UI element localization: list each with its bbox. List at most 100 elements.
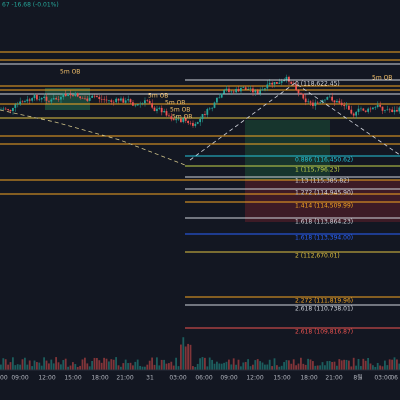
candle (278, 82, 281, 84)
volume-bar (312, 361, 314, 370)
short-zone (245, 180, 400, 222)
candle (69, 94, 72, 96)
time-label: 00 (0, 375, 8, 382)
volume-bar (232, 358, 235, 370)
volume-bar (36, 362, 38, 370)
fib-label: 2.618 (109,816.87) (295, 329, 353, 336)
time-label: 12:00 (246, 375, 263, 382)
candle (396, 110, 398, 112)
volume-bar (355, 365, 357, 370)
candle (213, 102, 216, 108)
volume-bar (100, 362, 103, 370)
volume-bar (288, 360, 290, 370)
volume-bar (319, 365, 321, 370)
candle (43, 96, 45, 98)
candle (235, 88, 237, 93)
volume-bar (201, 357, 204, 370)
volume-bar (160, 359, 163, 370)
candle (153, 107, 156, 112)
candle (76, 93, 79, 97)
candle (108, 100, 110, 101)
volume-bar (43, 357, 45, 370)
candle (268, 82, 271, 85)
candle (165, 111, 168, 116)
candle (302, 93, 305, 99)
volume-bar (256, 359, 259, 370)
candle (379, 105, 381, 107)
volume-bar (362, 358, 365, 370)
candle (158, 107, 161, 109)
candle (103, 99, 105, 100)
candle (232, 91, 235, 93)
candle (129, 99, 132, 103)
time-label: 18:00 (91, 375, 108, 382)
volume-bar (96, 358, 98, 370)
candle (388, 109, 391, 111)
fib-label: 2 (112,670.01) (295, 253, 340, 260)
candle (201, 113, 204, 119)
volume-bar (285, 360, 288, 370)
volume-bar (184, 346, 187, 370)
candle (204, 113, 206, 115)
volume-bar (108, 361, 110, 370)
candle (288, 76, 290, 82)
candle (110, 100, 113, 102)
volume-bar (86, 363, 89, 370)
candle (79, 96, 81, 99)
volume-bar (88, 366, 91, 370)
candle (336, 100, 338, 103)
volume-bar (290, 363, 293, 370)
volume-bar (240, 366, 242, 370)
volume-bar (170, 361, 173, 370)
volume-bar (333, 361, 336, 370)
volume-bar (194, 366, 197, 370)
candle (283, 79, 285, 82)
candle (208, 108, 211, 110)
ob-label: 5m OB (60, 69, 80, 76)
volume-bar (132, 365, 134, 370)
volume-bar (16, 364, 19, 370)
candle (105, 99, 108, 101)
candle (319, 102, 321, 103)
trend-dash (0, 109, 186, 166)
candle (136, 104, 139, 106)
candle (266, 84, 269, 89)
volume-bar (220, 363, 223, 370)
candle (4, 108, 7, 110)
candle (244, 87, 247, 90)
candle (12, 107, 14, 112)
candle (357, 108, 360, 112)
volume-bar (84, 357, 86, 370)
candle (144, 100, 146, 104)
candle (160, 107, 163, 113)
candle (64, 93, 67, 96)
volume-bar (69, 365, 72, 370)
candle (372, 107, 374, 110)
candle (146, 100, 149, 101)
volume-bar (81, 359, 84, 370)
time-label: 31 (146, 375, 154, 382)
candle (117, 98, 120, 101)
candle (362, 108, 365, 111)
candle (163, 111, 165, 113)
volume-bar (31, 366, 33, 370)
time-label: 06:00 (195, 375, 212, 382)
candle (220, 93, 223, 98)
fib-label: 0.886 (116,450.62) (295, 157, 353, 164)
volume-bar (98, 360, 101, 370)
time-label: 03:00 (374, 375, 391, 382)
candle (96, 96, 98, 98)
volume-bar (146, 364, 149, 370)
volume-bar (213, 363, 216, 370)
volume-bar (76, 366, 79, 370)
candle (369, 108, 372, 110)
volume-bar (141, 366, 144, 370)
candle (280, 81, 283, 83)
candle (345, 105, 348, 107)
time-label: 09:00 (11, 375, 28, 382)
candle (273, 82, 276, 85)
volume-bar (321, 362, 324, 370)
time-axis: 00 09:00 12:00 15:00 18:00 21:00 31 03:00 06:00 0… (0, 374, 398, 382)
